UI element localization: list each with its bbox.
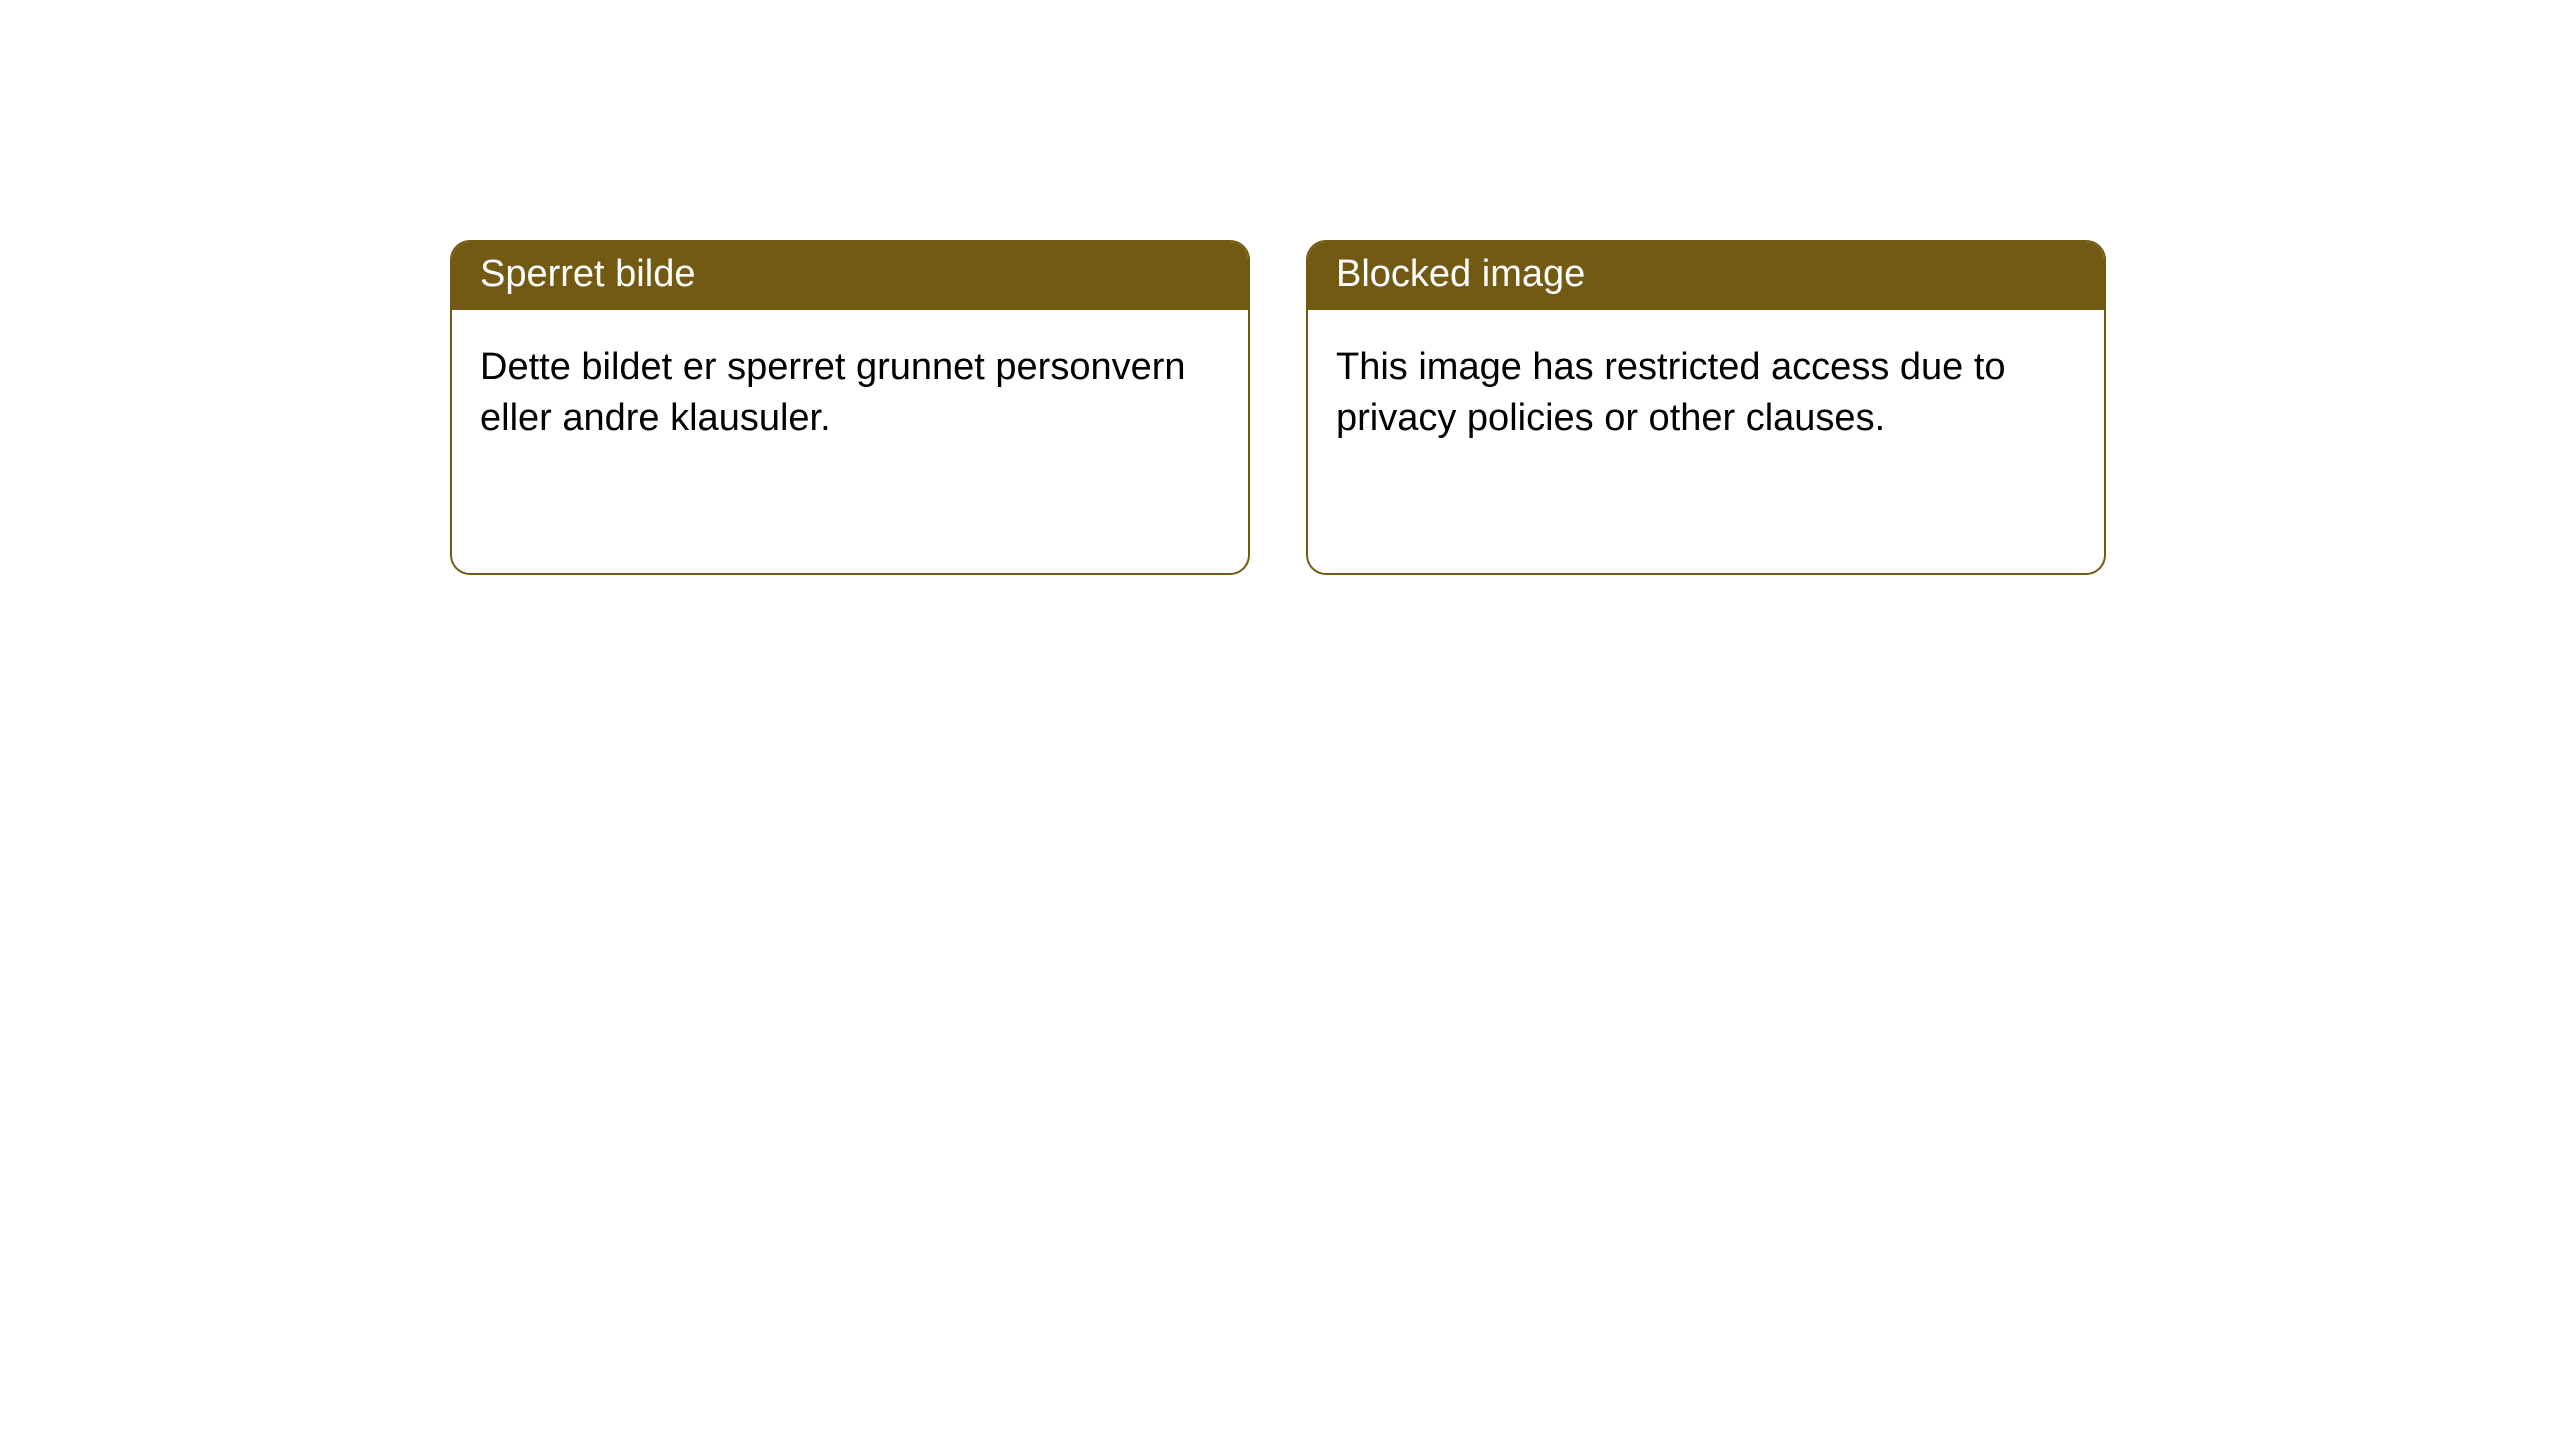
notice-header-norwegian: Sperret bilde xyxy=(452,242,1248,310)
notice-card-norwegian: Sperret bilde Dette bildet er sperret gr… xyxy=(450,240,1250,575)
notice-container: Sperret bilde Dette bildet er sperret gr… xyxy=(0,0,2560,575)
notice-card-english: Blocked image This image has restricted … xyxy=(1306,240,2106,575)
notice-header-english: Blocked image xyxy=(1308,242,2104,310)
notice-body-norwegian: Dette bildet er sperret grunnet personve… xyxy=(452,310,1248,477)
notice-body-english: This image has restricted access due to … xyxy=(1308,310,2104,477)
